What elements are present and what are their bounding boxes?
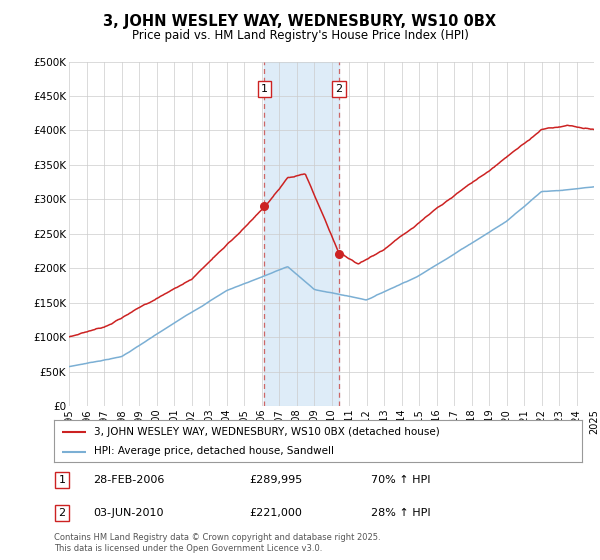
- Text: £221,000: £221,000: [250, 508, 302, 518]
- Text: 1: 1: [261, 84, 268, 94]
- Text: Price paid vs. HM Land Registry's House Price Index (HPI): Price paid vs. HM Land Registry's House …: [131, 29, 469, 42]
- Text: 03-JUN-2010: 03-JUN-2010: [94, 508, 164, 518]
- Text: Contains HM Land Registry data © Crown copyright and database right 2025.
This d: Contains HM Land Registry data © Crown c…: [54, 533, 380, 553]
- Text: 1: 1: [58, 475, 65, 484]
- Text: 70% ↑ HPI: 70% ↑ HPI: [371, 475, 430, 484]
- Bar: [265, 62, 339, 406]
- Text: HPI: Average price, detached house, Sandwell: HPI: Average price, detached house, Sand…: [94, 446, 334, 456]
- Text: 2: 2: [58, 508, 65, 518]
- Text: 3, JOHN WESLEY WAY, WEDNESBURY, WS10 0BX: 3, JOHN WESLEY WAY, WEDNESBURY, WS10 0BX: [103, 14, 497, 29]
- Text: £289,995: £289,995: [250, 475, 302, 484]
- Text: 28-FEB-2006: 28-FEB-2006: [94, 475, 165, 484]
- Text: 3, JOHN WESLEY WAY, WEDNESBURY, WS10 0BX (detached house): 3, JOHN WESLEY WAY, WEDNESBURY, WS10 0BX…: [94, 427, 439, 437]
- Text: 2: 2: [335, 84, 343, 94]
- Text: 28% ↑ HPI: 28% ↑ HPI: [371, 508, 430, 518]
